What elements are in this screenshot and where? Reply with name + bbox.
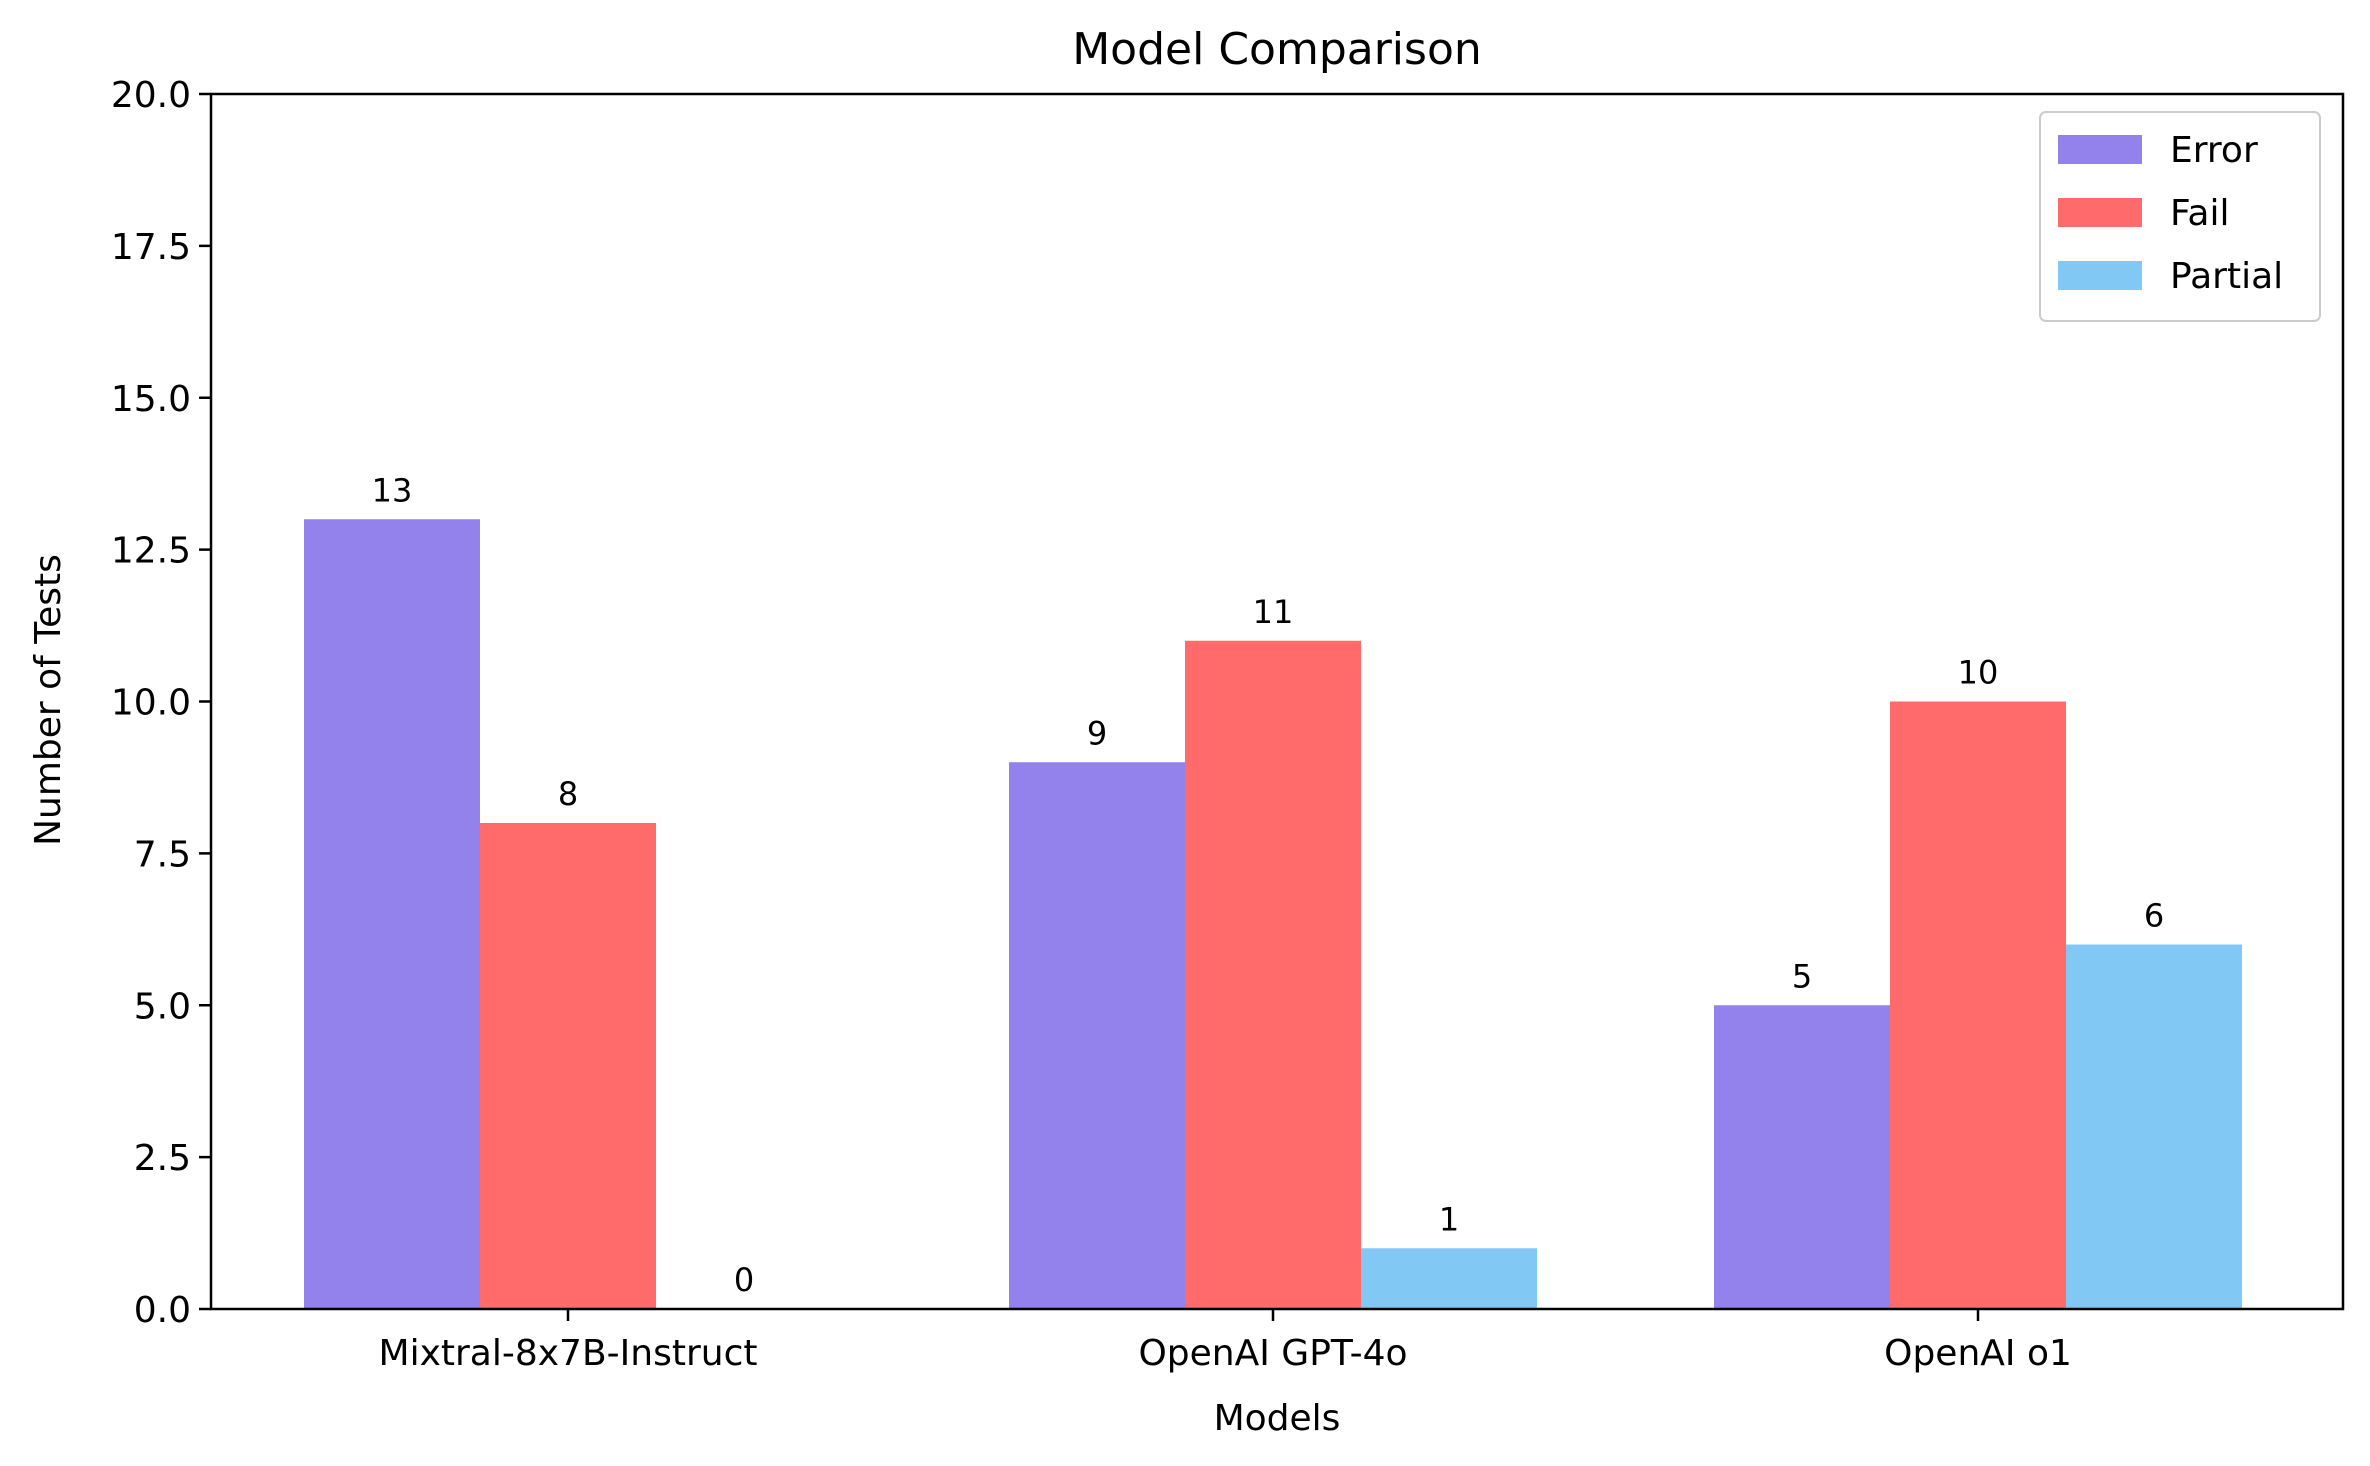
bar-error-2 bbox=[1714, 1005, 1890, 1309]
y-tick-label: 12.5 bbox=[111, 531, 191, 572]
chart-title: Model Comparison bbox=[1072, 24, 1482, 75]
x-tick-label: Mixtral-8x7B-Instruct bbox=[379, 1333, 758, 1374]
data-label-error-0: 13 bbox=[372, 471, 413, 509]
bar-error-1 bbox=[1009, 762, 1185, 1309]
y-tick-label: 10.0 bbox=[111, 683, 191, 724]
data-label-partial-2: 6 bbox=[2144, 897, 2164, 935]
x-tick-label: OpenAI GPT-4o bbox=[1138, 1333, 1407, 1374]
legend-label-partial: Partial bbox=[2170, 256, 2283, 297]
y-axis-ticks: 0.0 2.5 5.0 7.5 10.0 12.5 15.0 17.5 20.0 bbox=[111, 75, 211, 1331]
legend-swatch-error bbox=[2058, 135, 2142, 164]
data-label-partial-1: 1 bbox=[1439, 1200, 1459, 1238]
bar-fail-0 bbox=[480, 823, 656, 1309]
legend-swatch-partial bbox=[2058, 261, 2142, 290]
x-tick-label: OpenAI o1 bbox=[1884, 1333, 2072, 1374]
data-label-error-2: 5 bbox=[1792, 957, 1812, 995]
data-label-error-1: 9 bbox=[1087, 714, 1107, 752]
y-tick-label: 0.0 bbox=[134, 1290, 191, 1331]
legend-label-fail: Fail bbox=[2170, 193, 2229, 234]
y-tick-label: 2.5 bbox=[134, 1138, 191, 1179]
bar-fail-1 bbox=[1185, 640, 1361, 1309]
x-axis-ticks: Mixtral-8x7B-Instruct OpenAI GPT-4o OpenAI… bbox=[379, 1309, 2072, 1374]
bar-partial-1 bbox=[1361, 1248, 1537, 1309]
bar-group bbox=[304, 519, 2242, 1309]
y-tick-label: 5.0 bbox=[134, 986, 191, 1027]
x-axis-label: Models bbox=[1214, 1398, 1341, 1439]
y-tick-label: 20.0 bbox=[111, 75, 191, 116]
legend-swatch-fail bbox=[2058, 198, 2142, 227]
y-tick-label: 15.0 bbox=[111, 379, 191, 420]
bar-partial-2 bbox=[2066, 944, 2242, 1309]
bar-error-0 bbox=[304, 519, 480, 1309]
data-label-fail-1: 11 bbox=[1253, 593, 1294, 631]
legend-label-error: Error bbox=[2170, 130, 2258, 171]
bar-fail-2 bbox=[1890, 701, 2066, 1309]
data-label-partial-0: 0 bbox=[734, 1261, 754, 1299]
y-axis-label: Number of Tests bbox=[28, 554, 69, 846]
legend: Error Fail Partial bbox=[2039, 111, 2321, 322]
y-tick-label: 17.5 bbox=[111, 227, 191, 268]
y-tick-label: 7.5 bbox=[134, 834, 191, 875]
data-label-fail-2: 10 bbox=[1958, 654, 1999, 692]
plot-frame bbox=[209, 92, 2345, 1311]
data-label-fail-0: 8 bbox=[558, 775, 578, 813]
